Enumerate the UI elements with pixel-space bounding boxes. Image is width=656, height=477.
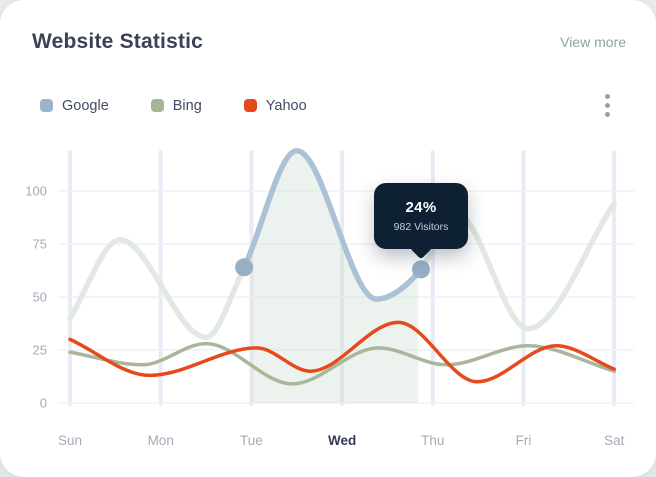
- y-tick-label: 75: [33, 237, 47, 252]
- x-tick-label-mon[interactable]: Mon: [148, 433, 174, 448]
- x-tick-label-fri[interactable]: Fri: [516, 433, 532, 448]
- kebab-dot-icon: [605, 112, 610, 117]
- x-tick-label-wed[interactable]: Wed: [328, 433, 356, 448]
- legend-item-google[interactable]: Google: [40, 98, 109, 114]
- x-tick-label-thu[interactable]: Thu: [421, 433, 444, 448]
- y-tick-label: 0: [40, 396, 47, 411]
- bing-series-swatch-icon: [150, 99, 164, 112]
- more-options-button[interactable]: [597, 90, 618, 121]
- yahoo-line: [68, 320, 616, 384]
- y-tick-label: 100: [25, 184, 47, 199]
- x-tick-label-tue[interactable]: Tue: [240, 433, 263, 448]
- view-more-link[interactable]: View more: [560, 34, 626, 50]
- legend-label-google: Google: [62, 97, 109, 114]
- kebab-dot-icon: [605, 103, 610, 108]
- legend-label-yahoo: Yahoo: [265, 97, 307, 114]
- page-title: Website Statistic: [32, 30, 204, 53]
- card-header: Website Statistic View more: [32, 30, 626, 54]
- tooltip-value: 24%: [405, 199, 437, 217]
- google-series-swatch-icon: [40, 99, 53, 112]
- google-highlight-area: [251, 150, 419, 403]
- y-tick-label: 50: [33, 290, 47, 305]
- google-line-highlight: [241, 147, 424, 302]
- legend-row: Google Bing Yahoo: [40, 90, 618, 121]
- google-point-marker[interactable]: [235, 258, 254, 277]
- chart-tooltip: 24% 982 Visitors: [374, 183, 468, 260]
- x-tick-label-sat[interactable]: Sat: [604, 433, 625, 448]
- tooltip-label: 982 Visitors: [393, 221, 449, 234]
- legend-label-bing: Bing: [172, 97, 202, 114]
- legend-item-bing[interactable]: Bing: [150, 97, 202, 114]
- x-tick-label-sun[interactable]: Sun: [58, 433, 82, 448]
- y-tick-label: 25: [33, 343, 47, 358]
- chart-legend: Google Bing Yahoo: [40, 98, 307, 114]
- bing-line: [68, 341, 616, 386]
- google-point-marker[interactable]: [412, 260, 430, 279]
- legend-item-yahoo[interactable]: Yahoo: [243, 97, 307, 114]
- kebab-dot-icon: [605, 94, 610, 99]
- yahoo-series-swatch-icon: [243, 99, 257, 112]
